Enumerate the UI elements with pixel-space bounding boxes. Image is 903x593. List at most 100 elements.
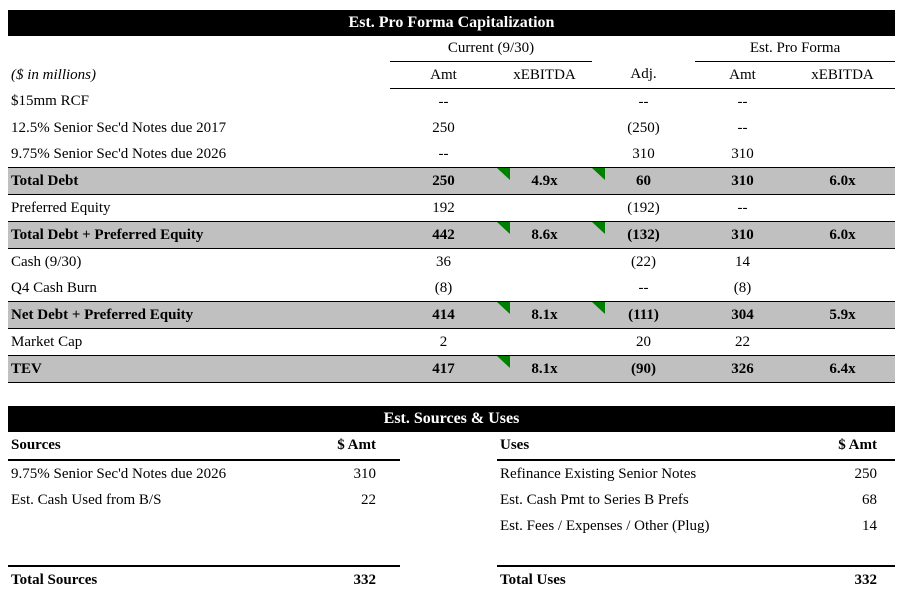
uses-table: Uses $ Amt Refinance Existing Senior Not… bbox=[497, 432, 895, 593]
row-label: Net Debt + Preferred Equity bbox=[8, 301, 390, 329]
formula-flag-icon bbox=[592, 302, 606, 314]
cell-xebitda-proforma: 5.9x bbox=[790, 301, 896, 329]
row-label: 12.5% Senior Sec'd Notes due 2017 bbox=[11, 119, 227, 136]
sources-uses-title: Est. Sources & Uses bbox=[383, 410, 520, 427]
spacer-row bbox=[8, 539, 400, 566]
proforma-group-header: Est. Pro Forma bbox=[695, 36, 896, 62]
cell-xebitda-proforma bbox=[790, 329, 895, 356]
cell-xebitda-current bbox=[497, 195, 592, 222]
row-label: TEV bbox=[8, 355, 390, 383]
row-label: Est. Fees / Expenses / Other (Plug) bbox=[500, 517, 710, 534]
cell-xebitda-current bbox=[497, 249, 592, 276]
sources-uses-title-bar: Est. Sources & Uses bbox=[8, 406, 895, 432]
row-label: Est. Cash Used from B/S bbox=[11, 491, 162, 508]
sources-header-row: Sources $ Amt bbox=[8, 432, 400, 461]
formula-flag-icon bbox=[497, 222, 510, 234]
current-group-header: Current (9/30) bbox=[390, 36, 593, 62]
cell-xebitda-proforma bbox=[790, 141, 895, 168]
formula-flag-icon bbox=[592, 168, 606, 180]
formula-flag-icon bbox=[497, 356, 510, 368]
cell-adj: (90) bbox=[592, 355, 696, 383]
cell-xebitda-current bbox=[497, 141, 592, 168]
cap-row-market-cap: Market Cap 2 20 22 bbox=[8, 329, 895, 356]
col-header-xebitda-current: xEBITDA bbox=[497, 61, 593, 89]
cell-adj: (111) bbox=[592, 301, 696, 329]
cell-xebitda-current bbox=[497, 275, 592, 302]
sources-table: Sources $ Amt 9.75% Senior Sec'd Notes d… bbox=[8, 432, 400, 593]
cell-amt-current: 417 bbox=[390, 355, 497, 383]
cell-value: 8.1x bbox=[531, 306, 558, 323]
cell-adj: -- bbox=[638, 279, 649, 296]
cell-adj: (250) bbox=[627, 119, 660, 136]
cell-amt-current: 442 bbox=[390, 221, 497, 249]
cell-xebitda-current: 8.1x bbox=[497, 301, 593, 329]
cell-amt-proforma: 14 bbox=[735, 253, 751, 270]
cell-amt-proforma: -- bbox=[737, 119, 748, 136]
cell-amt-proforma: 310 bbox=[695, 167, 791, 195]
sources-header: Sources bbox=[8, 432, 295, 461]
cap-total-row-tev: TEV 417 8.1x (90) 326 6.4x bbox=[8, 355, 896, 383]
cell-amt-proforma: 304 bbox=[695, 301, 791, 329]
row-label: Total Debt + Preferred Equity bbox=[8, 221, 390, 249]
uses-row: Est. Cash Pmt to Series B Prefs 68 bbox=[497, 487, 895, 513]
empty-cell bbox=[497, 539, 790, 566]
units-label: ($ in millions) bbox=[11, 66, 96, 83]
sources-amt-header: $ Amt bbox=[295, 432, 400, 461]
col-header-xebitda-proforma: xEBITDA bbox=[790, 61, 896, 89]
cell-amount: 310 bbox=[353, 465, 377, 482]
formula-flag-icon bbox=[592, 222, 606, 234]
cell-xebitda-current bbox=[497, 89, 592, 116]
cell-value: 60 bbox=[636, 172, 652, 189]
cell-amt-current: 2 bbox=[439, 333, 448, 350]
cell-xebitda-proforma: 6.0x bbox=[790, 167, 896, 195]
cell-amount: 22 bbox=[361, 491, 376, 508]
col-header-amt-proforma: Amt bbox=[695, 61, 791, 89]
uses-header-row: Uses $ Amt bbox=[497, 432, 895, 461]
cell-adj: (192) bbox=[627, 199, 660, 216]
cap-table-title: Est. Pro Forma Capitalization bbox=[348, 14, 555, 31]
cap-total-row-debt-plus-preferred: Total Debt + Preferred Equity 442 8.6x (… bbox=[8, 221, 896, 249]
row-label: $15mm RCF bbox=[11, 93, 89, 110]
cell-xebitda-current: 8.1x bbox=[497, 355, 593, 383]
row-label: Refinance Existing Senior Notes bbox=[500, 465, 697, 482]
column-header-row: ($ in millions) Amt xEBITDA Adj. Amt xEB… bbox=[8, 61, 896, 89]
row-label: Market Cap bbox=[11, 333, 83, 350]
formula-flag-icon bbox=[497, 302, 510, 314]
cell-amt-current: -- bbox=[438, 93, 449, 110]
cell-adj: (22) bbox=[631, 253, 657, 270]
total-uses-row: Total Uses 332 bbox=[497, 565, 895, 593]
cell-amt-current: 414 bbox=[390, 301, 497, 329]
empty-cell bbox=[8, 539, 295, 566]
column-group-row: Current (9/30) Est. Pro Forma bbox=[8, 36, 896, 62]
row-label: Q4 Cash Burn bbox=[11, 279, 97, 296]
cap-total-row-total-debt: Total Debt 250 4.9x 60 310 6.0x bbox=[8, 167, 896, 195]
cap-row-cash: Cash (9/30) 36 (22) 14 bbox=[8, 249, 895, 276]
uses-row: Est. Fees / Expenses / Other (Plug) 14 bbox=[497, 513, 895, 539]
cell-value: 8.6x bbox=[531, 226, 558, 243]
total-label: Total Sources bbox=[8, 565, 295, 593]
row-label: Total Debt bbox=[8, 167, 390, 195]
cell-amount: 14 bbox=[862, 517, 877, 534]
cell-amt-proforma: 310 bbox=[731, 145, 754, 162]
cell-xebitda-current: 4.9x bbox=[497, 167, 593, 195]
row-label: Est. Cash Pmt to Series B Prefs bbox=[500, 491, 689, 508]
cell-adj: 20 bbox=[636, 333, 652, 350]
cell-xebitda-proforma bbox=[790, 115, 895, 141]
col-header-amt-current: Amt bbox=[390, 61, 497, 89]
cell-xebitda-proforma bbox=[790, 89, 895, 116]
uses-row: Refinance Existing Senior Notes 250 bbox=[497, 460, 895, 487]
total-amount: 332 bbox=[790, 565, 895, 593]
cell-amt-proforma: (8) bbox=[733, 279, 752, 296]
uses-header: Uses bbox=[497, 432, 790, 461]
empty-cell bbox=[8, 36, 390, 62]
cell-amt-current: 250 bbox=[432, 119, 455, 136]
cap-row-q4-cash-burn: Q4 Cash Burn (8) -- (8) bbox=[8, 275, 895, 302]
cap-row-preferred-equity: Preferred Equity 192 (192) -- bbox=[8, 195, 895, 222]
cell-xebitda-proforma bbox=[790, 275, 895, 302]
total-amount: 332 bbox=[295, 565, 400, 593]
empty-cell bbox=[790, 539, 895, 566]
cell-amt-current: 192 bbox=[432, 199, 455, 216]
capitalization-table: Current (9/30) Est. Pro Forma ($ in mill… bbox=[8, 36, 896, 383]
cell-xebitda-current bbox=[497, 115, 592, 141]
